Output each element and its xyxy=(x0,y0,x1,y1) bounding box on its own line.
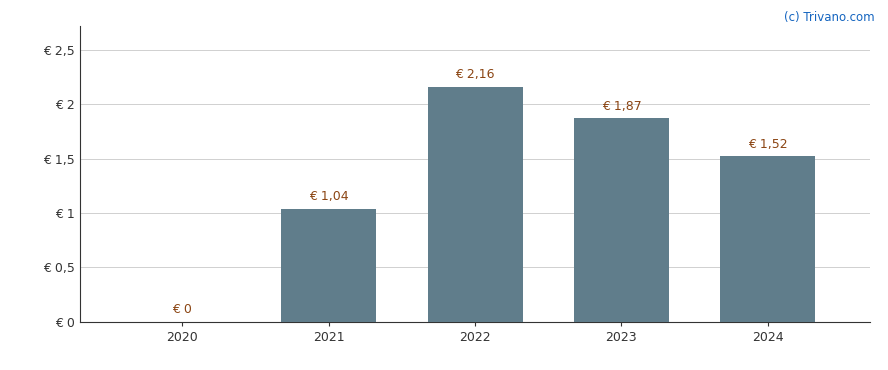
Bar xyxy=(281,209,377,322)
Text: € 2,16: € 2,16 xyxy=(456,68,495,81)
Text: € 1,52: € 1,52 xyxy=(748,138,788,151)
Text: € 1,04: € 1,04 xyxy=(309,190,348,203)
Bar xyxy=(427,87,523,322)
Text: (c) Trivano.com: (c) Trivano.com xyxy=(784,11,875,24)
Text: € 0: € 0 xyxy=(172,303,193,316)
Bar xyxy=(574,118,669,322)
Text: € 1,87: € 1,87 xyxy=(601,100,641,113)
Bar xyxy=(720,157,815,322)
